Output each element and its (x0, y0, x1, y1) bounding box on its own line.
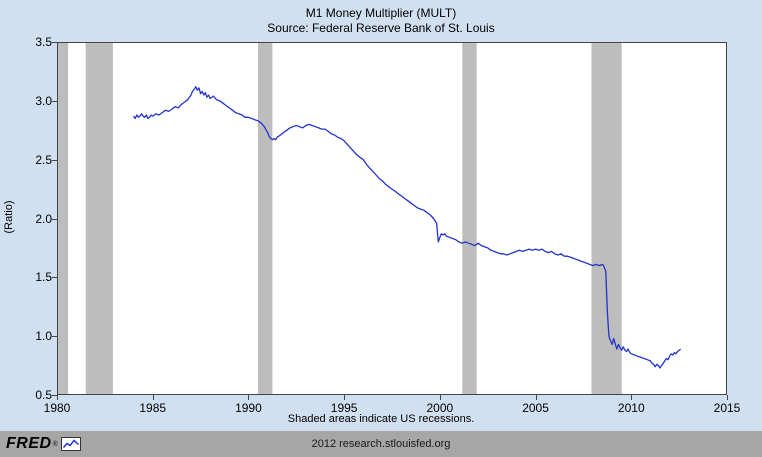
x-tick-label: 2005 (522, 401, 549, 415)
attribution-text: 2012 research.stlouisfed.org (311, 438, 451, 450)
x-tick-label: 2000 (426, 401, 454, 415)
x-tick-label: 1995 (330, 401, 358, 415)
registered-mark: ® (52, 440, 58, 448)
chart-title: M1 Money Multiplier (MULT) (305, 6, 457, 20)
y-tick-label: 0.5 (35, 388, 52, 402)
line-chart-icon (60, 437, 81, 451)
recession-note: Shaded areas indicate US recessions. (287, 413, 475, 425)
chart-subtitle: Source: Federal Reserve Bank of St. Loui… (267, 21, 495, 35)
fred-logo: FRED ® (6, 431, 81, 457)
x-tick-label: 1990 (235, 401, 262, 415)
y-tick-label: 3.5 (35, 35, 52, 49)
x-tick-label: 2010 (617, 401, 645, 415)
y-tick-label: 2.5 (35, 152, 52, 167)
fred-logo-text: FRED (6, 435, 52, 452)
x-tick-label: 1985 (139, 401, 167, 415)
y-tick-label: 1.0 (35, 329, 52, 344)
y-tick-label: 2.0 (35, 211, 52, 226)
y-tick-label: 1.5 (35, 270, 52, 285)
x-tick-label: 2015 (713, 401, 741, 415)
x-tick-label: 1980 (43, 401, 71, 415)
y-tick-label: 3.0 (35, 93, 52, 108)
y-axis-label: (Ratio) (3, 200, 15, 234)
footer-bar: 2012 research.stlouisfed.org FRED ® (0, 431, 762, 457)
